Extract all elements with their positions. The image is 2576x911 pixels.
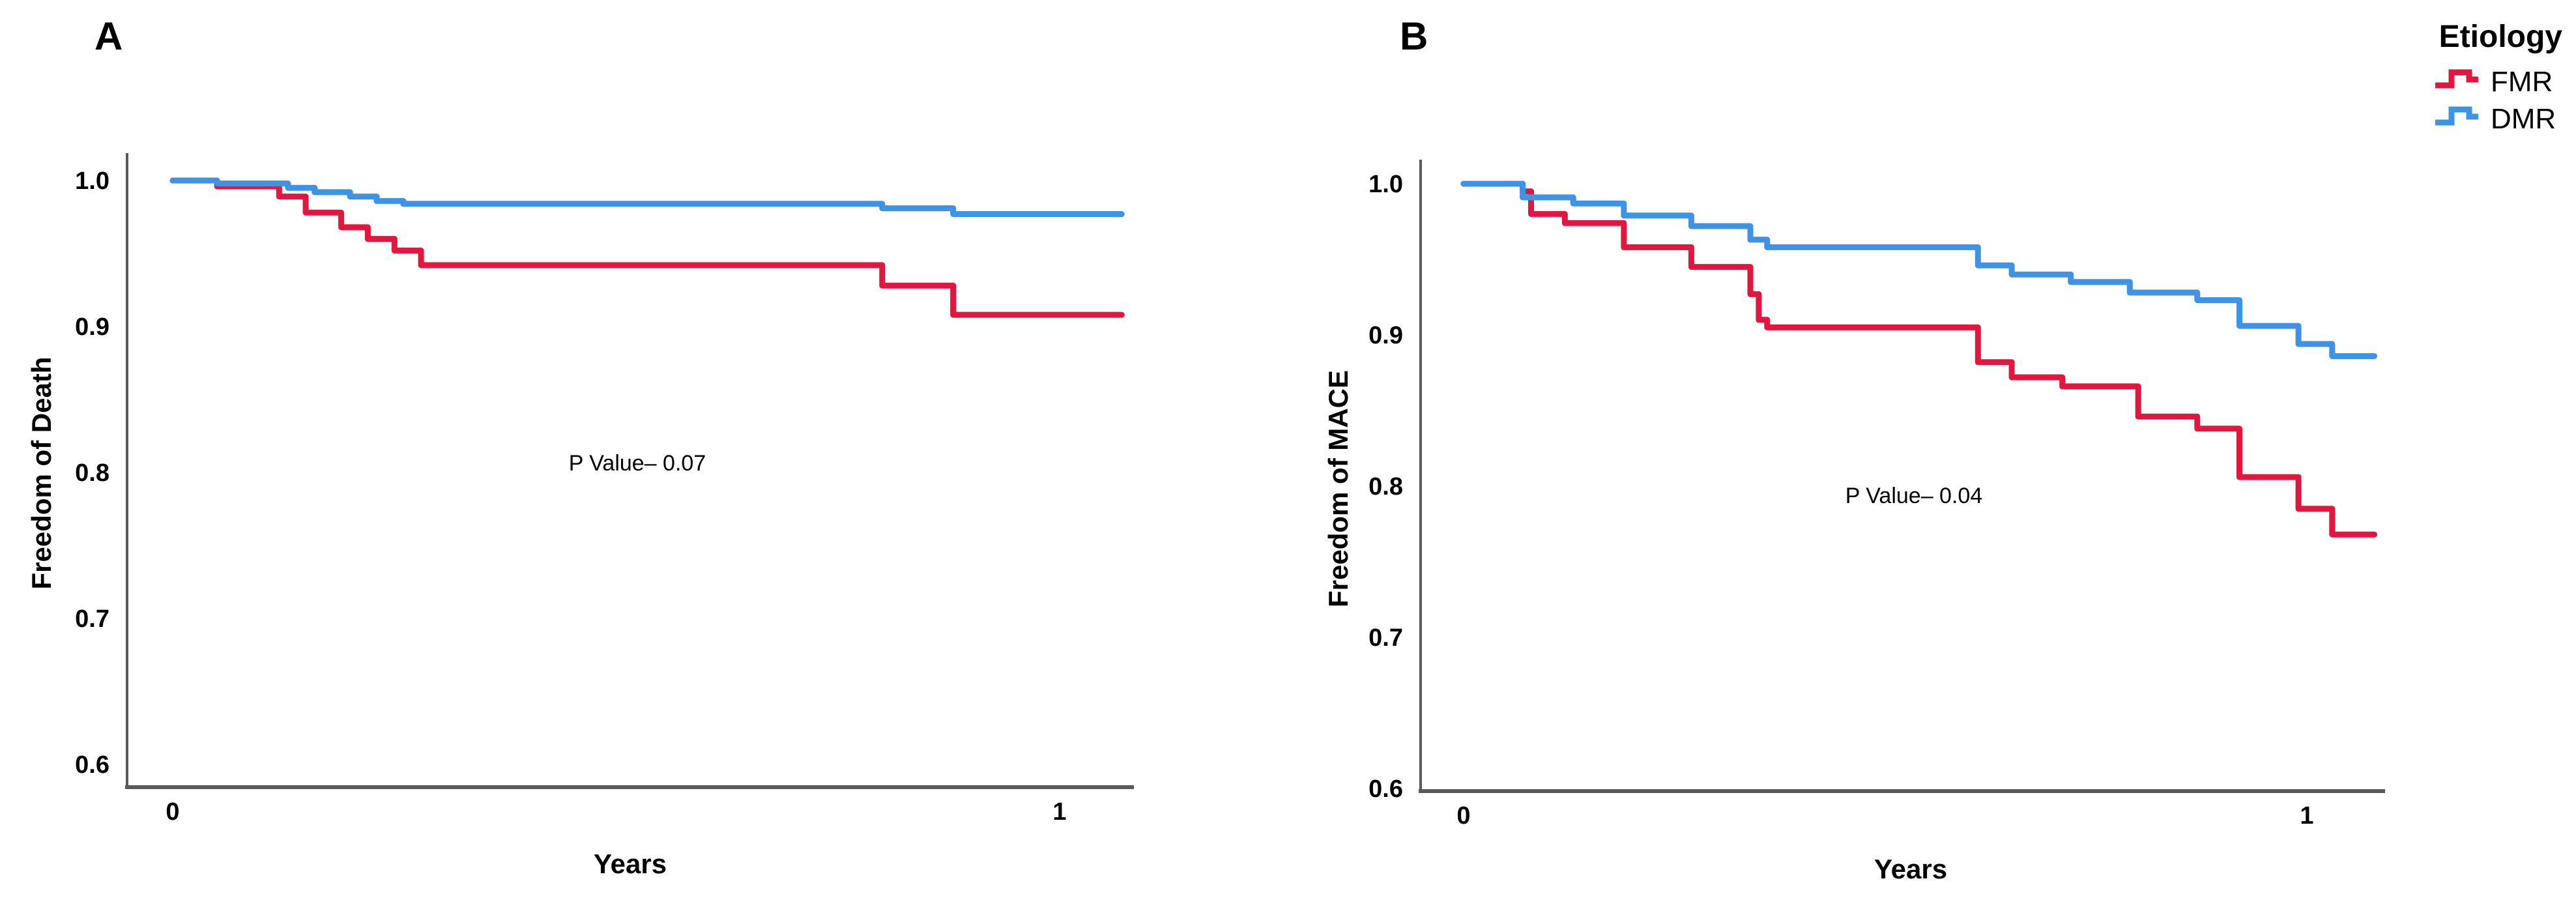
panel-b-ytick-0.6: 0.6 <box>1368 775 1403 803</box>
legend: Etiology FMR DMR <box>2435 20 2562 135</box>
panel-a-xtick-0: 0 <box>166 798 179 826</box>
panel-b: B 1.0 0.9 0.8 0.7 0.6 0 1 Years Freedom … <box>1323 14 2385 884</box>
panel-b-ytick-0.9: 0.9 <box>1368 322 1403 349</box>
panel-a-letter: A <box>94 14 123 58</box>
panel-a-ytick-0.8: 0.8 <box>75 459 109 487</box>
panel-b-fmr-curve <box>1460 181 2377 538</box>
panel-a-ytick-1.0: 1.0 <box>75 167 109 195</box>
dmr-step-line-icon <box>2435 106 2478 126</box>
panel-b-ytick-0.8: 0.8 <box>1368 473 1403 500</box>
panel-a-xtick-1: 1 <box>1052 798 1066 826</box>
panel-a-ytick-0.6: 0.6 <box>75 751 109 779</box>
panel-b-xlabel: Years <box>1874 854 1947 884</box>
panel-a-ytick-0.7: 0.7 <box>75 605 109 633</box>
panel-b-xtick-0: 0 <box>1456 802 1470 830</box>
panel-b-ytick-0.7: 0.7 <box>1368 624 1403 652</box>
panel-a-xlabel: Years <box>594 848 667 879</box>
panel-a-ytick-0.9: 0.9 <box>75 313 109 341</box>
fmr-step-line-icon <box>2435 69 2478 89</box>
legend-item-dmr: DMR <box>2491 103 2556 135</box>
panel-b-ylabel: Freedom of MACE <box>1323 370 1353 607</box>
legend-item-fmr: FMR <box>2491 66 2553 98</box>
panel-a-ylabel: Freedom of Death <box>26 356 57 589</box>
panel-b-ytick-1.0: 1.0 <box>1368 171 1403 198</box>
legend-title: Etiology <box>2439 20 2563 54</box>
panel-b-p-value: P Value– 0.04 <box>1845 484 1982 508</box>
panel-b-dmr-curve <box>1460 181 2377 359</box>
panel-a: A 1.0 0.9 0.8 0.7 0.6 0 1 Years Freedom … <box>26 14 1134 879</box>
panel-a-p-value: P Value– 0.07 <box>569 451 706 476</box>
panel-b-xtick-1: 1 <box>2300 802 2313 830</box>
panel-a-dmr-curve <box>169 177 1125 217</box>
panel-a-fmr-curve <box>169 177 1125 318</box>
panel-b-letter: B <box>1400 14 1428 58</box>
